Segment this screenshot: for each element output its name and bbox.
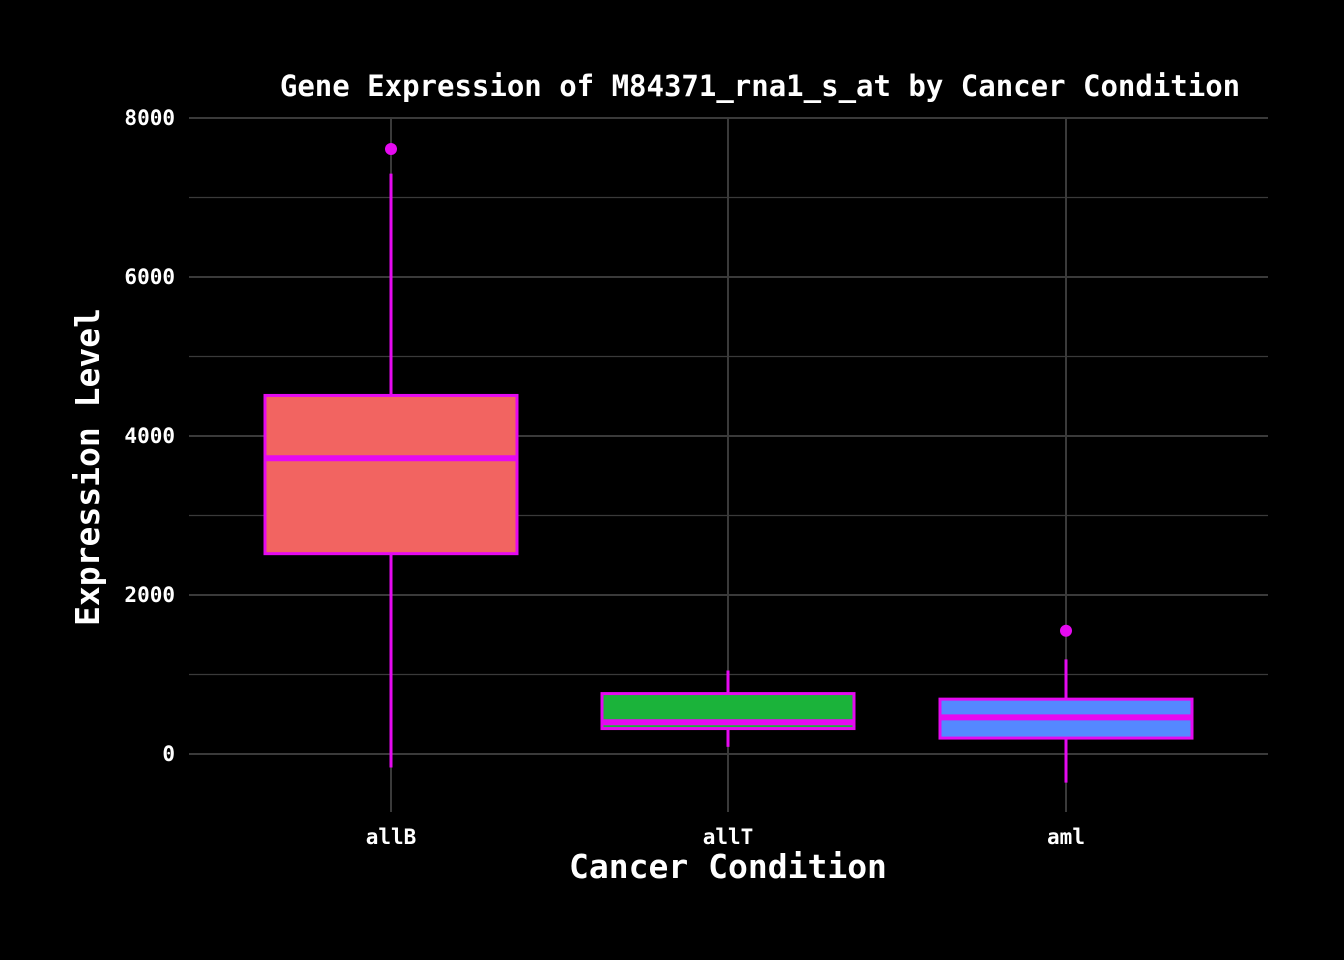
- x-tick-label: allB: [366, 825, 417, 849]
- box-aml: [938, 624, 1194, 783]
- outlier-point: [385, 143, 397, 156]
- label-layer: 0 2000 4000 6000 8000 allB allT aml: [124, 106, 1085, 849]
- y-axis-title: Expression Level: [68, 308, 107, 626]
- y-tick-label: 2000: [124, 583, 175, 607]
- y-tick-label: 8000: [124, 106, 175, 130]
- chart-title: Gene Expression of M84371_rna1_s_at by C…: [280, 69, 1240, 103]
- box-allB: [263, 143, 519, 768]
- y-tick-label: 0: [162, 742, 175, 766]
- box-layer: [263, 143, 1194, 783]
- box-allT: [600, 670, 856, 747]
- x-tick-label: allT: [703, 825, 754, 849]
- x-tick-label: aml: [1047, 825, 1085, 849]
- box-body: [263, 393, 519, 556]
- outlier-point: [1060, 624, 1072, 637]
- y-tick-label: 4000: [124, 424, 175, 448]
- x-axis-title: Cancer Condition: [569, 847, 887, 886]
- y-tick-label: 6000: [124, 265, 175, 289]
